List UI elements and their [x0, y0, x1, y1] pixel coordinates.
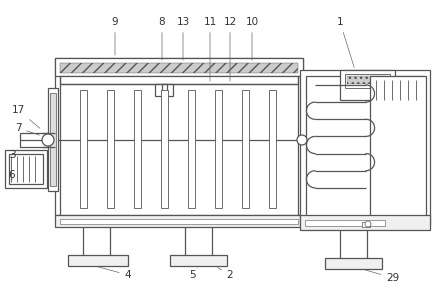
Bar: [50, 93, 56, 186]
Bar: [55, 215, 303, 227]
Text: 9: 9: [112, 17, 118, 55]
Text: 3: 3: [9, 150, 16, 160]
Text: 11: 11: [203, 17, 217, 81]
Bar: [300, 70, 430, 225]
Bar: [107, 90, 114, 208]
Text: 12: 12: [223, 17, 237, 81]
Bar: [161, 90, 168, 208]
Bar: [347, 76, 387, 84]
Bar: [370, 76, 426, 219]
Bar: [60, 76, 298, 84]
Text: 4: 4: [97, 267, 131, 280]
Bar: [362, 222, 370, 227]
Bar: [269, 90, 276, 208]
Bar: [306, 76, 424, 219]
Text: 17: 17: [12, 105, 40, 128]
Circle shape: [365, 221, 371, 227]
Text: 5: 5: [190, 266, 198, 280]
Text: 29: 29: [365, 270, 400, 283]
Bar: [170, 255, 227, 266]
Bar: [134, 90, 141, 208]
Text: 13: 13: [176, 17, 190, 60]
Bar: [55, 58, 303, 76]
Text: 1: 1: [337, 17, 354, 67]
Bar: [55, 58, 303, 215]
Text: 8: 8: [159, 17, 165, 60]
Bar: [340, 70, 395, 100]
Bar: [48, 88, 58, 191]
Bar: [242, 90, 249, 208]
Text: 7: 7: [15, 123, 39, 135]
Bar: [5, 150, 47, 188]
Bar: [9, 154, 43, 184]
Bar: [305, 220, 385, 226]
Bar: [20, 133, 48, 147]
Bar: [300, 215, 430, 230]
Text: 2: 2: [218, 267, 233, 280]
Bar: [188, 90, 195, 208]
Bar: [345, 74, 390, 88]
Bar: [325, 258, 382, 269]
Bar: [155, 84, 173, 96]
Bar: [162, 84, 167, 104]
Bar: [80, 90, 87, 208]
Bar: [60, 63, 298, 73]
Bar: [215, 90, 222, 208]
Text: 10: 10: [245, 17, 259, 60]
Circle shape: [42, 134, 54, 146]
Bar: [60, 219, 298, 224]
Text: 6: 6: [9, 170, 16, 180]
Bar: [68, 255, 128, 266]
Circle shape: [297, 135, 307, 145]
